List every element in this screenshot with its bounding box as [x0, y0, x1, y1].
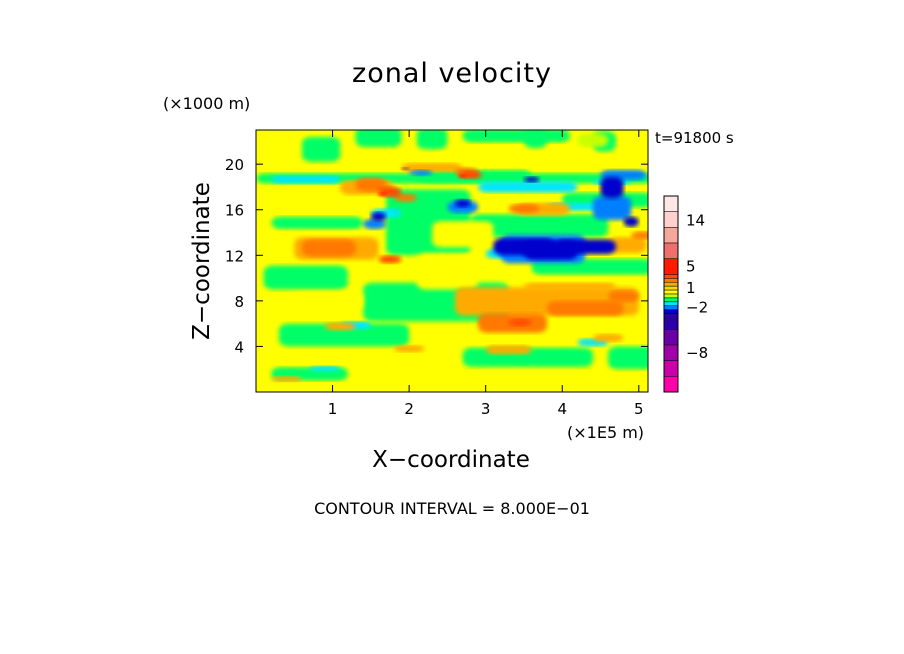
x-tick-label: 2 — [404, 400, 414, 418]
field-patch — [393, 193, 417, 202]
field-patch — [378, 255, 402, 264]
field-patch — [416, 253, 479, 290]
field-patch — [271, 376, 302, 382]
field-patch — [523, 176, 540, 183]
colorbar-band — [663, 227, 679, 244]
contour-interval-label: CONTOUR INTERVAL = 8.000E−01 — [314, 499, 590, 518]
field-patch — [355, 130, 402, 148]
colorbar-label: −2 — [686, 299, 708, 317]
field-patch — [608, 290, 639, 303]
field-patch — [278, 323, 410, 347]
field-patch — [458, 174, 467, 178]
field-patch — [278, 350, 402, 365]
field-patch — [301, 136, 341, 162]
field-patch — [478, 181, 578, 193]
field-patch — [508, 319, 532, 326]
colorbar-band — [663, 293, 679, 299]
colorbar-band — [663, 305, 679, 310]
field-patch — [554, 239, 616, 255]
y-axis-label: Z−coordinate — [189, 182, 215, 340]
field-patch — [416, 130, 448, 150]
velocity-field — [256, 130, 648, 392]
time-label: t=91800 s — [655, 129, 734, 147]
colorbar-band — [663, 376, 679, 393]
y-tick-label: 4 — [234, 338, 244, 356]
y-tick-label: 8 — [234, 293, 244, 311]
field-patch — [363, 218, 387, 230]
x-axis-label: X−coordinate — [372, 447, 530, 473]
field-patch — [455, 199, 471, 208]
field-patch — [523, 130, 547, 149]
colorbar-band — [663, 289, 679, 295]
y-tick-label: 20 — [225, 156, 244, 174]
colorbar-band — [663, 281, 679, 287]
colorbar-band — [663, 258, 679, 275]
colorbar-band — [663, 195, 679, 212]
field-patch — [309, 365, 341, 372]
chart-title: zonal velocity — [352, 58, 552, 89]
colorbar-band — [663, 242, 679, 259]
colorbar: 14 5 1 −2 −8 — [663, 195, 708, 393]
x-tick-label: 4 — [557, 400, 567, 418]
colorbar-band — [663, 278, 679, 283]
field-patch — [263, 265, 348, 290]
field-patch — [623, 216, 639, 227]
field-patch — [271, 216, 364, 230]
field-patch — [294, 291, 364, 310]
field-patch — [592, 333, 624, 342]
colorbar-band — [663, 360, 679, 377]
field-patch — [401, 167, 410, 170]
y-tick-label: 16 — [225, 202, 244, 220]
colorbar-band — [663, 285, 679, 291]
field-patch — [393, 345, 425, 353]
colorbar-band — [663, 211, 679, 228]
field-patch — [546, 300, 624, 316]
colorbar-band — [663, 344, 679, 361]
colorbar-band — [663, 301, 679, 307]
field-patch — [378, 192, 387, 197]
x-tick-label: 3 — [481, 400, 491, 418]
field-patch — [600, 176, 624, 199]
field-patch — [462, 130, 570, 143]
field-patch — [608, 237, 647, 254]
field-patch — [370, 212, 387, 222]
plot-frame — [255, 129, 649, 393]
colorbar-label: 5 — [686, 258, 696, 276]
field-patch — [485, 345, 532, 355]
colorbar-band — [663, 309, 679, 314]
field-patch — [271, 175, 341, 184]
x-tick-label: 1 — [328, 400, 338, 418]
z-unit-label: (×1000 m) — [163, 94, 251, 113]
field-patch — [577, 133, 609, 148]
colorbar-band — [663, 297, 679, 303]
field-patch — [478, 262, 524, 274]
field-patch — [355, 177, 387, 192]
y-tick-label: 12 — [225, 247, 244, 265]
field-patch — [301, 239, 356, 257]
field-patch — [432, 221, 494, 248]
x-tick-label: 5 — [634, 400, 644, 418]
colorbar-label: 1 — [686, 279, 696, 297]
field-patch — [608, 346, 648, 370]
colorbar-frame — [663, 195, 679, 393]
field-patch — [508, 204, 540, 214]
field-patch — [324, 322, 356, 331]
colorbar-band — [663, 313, 679, 330]
field-patch — [592, 196, 632, 220]
field-patch — [523, 282, 616, 290]
field-patch — [409, 169, 433, 176]
field-patch — [631, 231, 648, 240]
colorbar-label: 14 — [686, 212, 705, 230]
colorbar-label: −8 — [686, 344, 708, 362]
field-patch — [401, 163, 463, 173]
colorbar-band — [663, 329, 679, 346]
colorbar-band — [663, 274, 679, 279]
field-patch — [470, 214, 609, 238]
x-unit-label: (×1E5 m) — [567, 423, 645, 442]
